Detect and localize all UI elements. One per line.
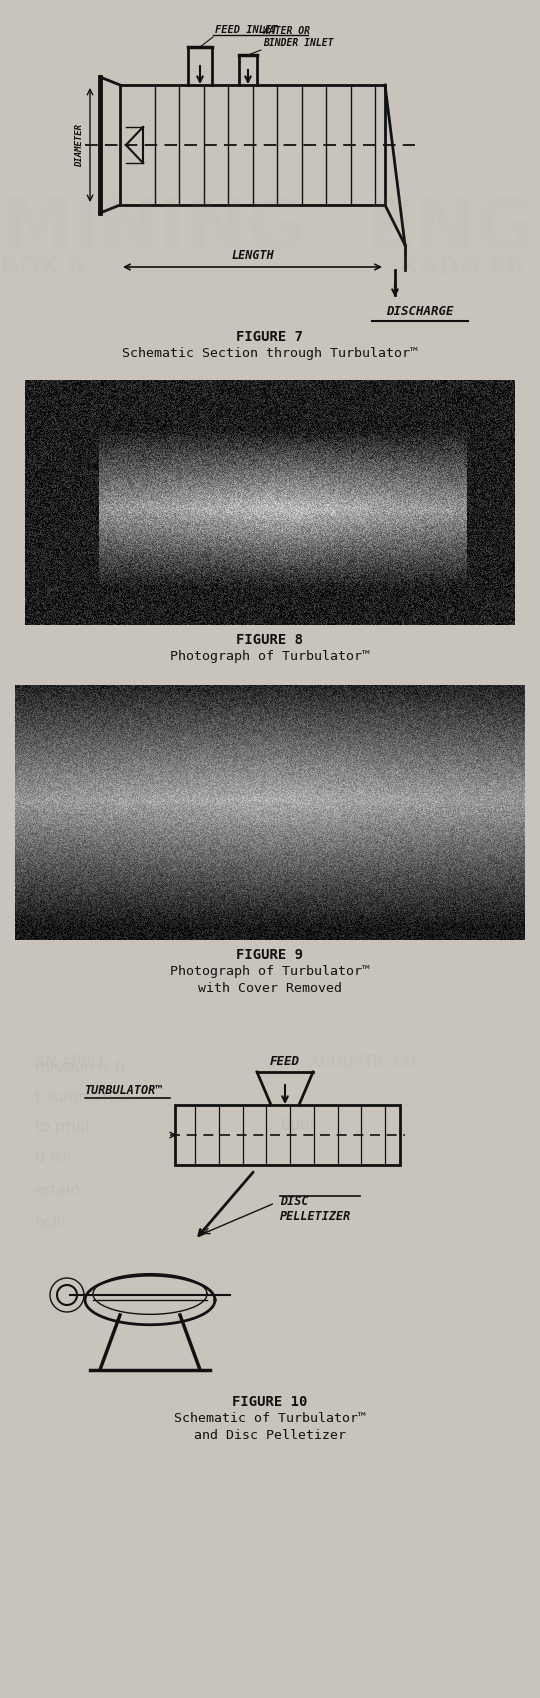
Text: t summarize-: t summarize- (35, 1090, 136, 1105)
Text: mission is h: mission is h (35, 1060, 125, 1075)
Text: FIGURE 8: FIGURE 8 (237, 633, 303, 647)
Text: ertain: ertain (35, 1184, 80, 1199)
Text: with Cover Removed: with Cover Removed (198, 981, 342, 995)
Text: RADO 80: RADO 80 (400, 255, 524, 278)
Text: ENGI: ENGI (365, 195, 540, 263)
Text: nchi: nchi (35, 1216, 67, 1229)
Text: Bubl: Bubl (280, 1117, 314, 1133)
Text: d wh: d wh (35, 1150, 72, 1165)
Text: TURBULATOR™: TURBULATOR™ (85, 1083, 164, 1097)
Text: Photograph of Turbulator™: Photograph of Turbulator™ (170, 964, 370, 978)
Text: FIGURE 7: FIGURE 7 (237, 329, 303, 345)
Text: FIGURE 9: FIGURE 9 (237, 947, 303, 963)
Text: DISC
PELLETIZER: DISC PELLETIZER (280, 1195, 351, 1223)
Text: ACOUSTIC CO: ACOUSTIC CO (310, 1054, 416, 1070)
Text: DIAMETER: DIAMETER (75, 124, 84, 166)
Text: Schematic of Turbulator™: Schematic of Turbulator™ (174, 1411, 366, 1425)
Text: AN APPLI: AN APPLI (35, 1054, 104, 1070)
Text: FIGURE 10: FIGURE 10 (232, 1394, 308, 1409)
Text: WATER OR
BINDER INLET: WATER OR BINDER INLET (263, 27, 334, 48)
Text: BOX 6: BOX 6 (0, 255, 85, 278)
Text: MINING: MINING (0, 195, 306, 263)
Text: LENGTH: LENGTH (231, 250, 274, 261)
Text: to print: to print (35, 1121, 91, 1134)
Text: FEED INLET: FEED INLET (215, 25, 278, 36)
Text: Photograph of Turbulator™: Photograph of Turbulator™ (170, 650, 370, 662)
Text: FEED: FEED (270, 1054, 300, 1068)
Text: DISCHARGE: DISCHARGE (386, 306, 454, 318)
Text: Schematic Section through Turbulator™: Schematic Section through Turbulator™ (122, 346, 418, 360)
Text: and Disc Pelletizer: and Disc Pelletizer (194, 1428, 346, 1442)
